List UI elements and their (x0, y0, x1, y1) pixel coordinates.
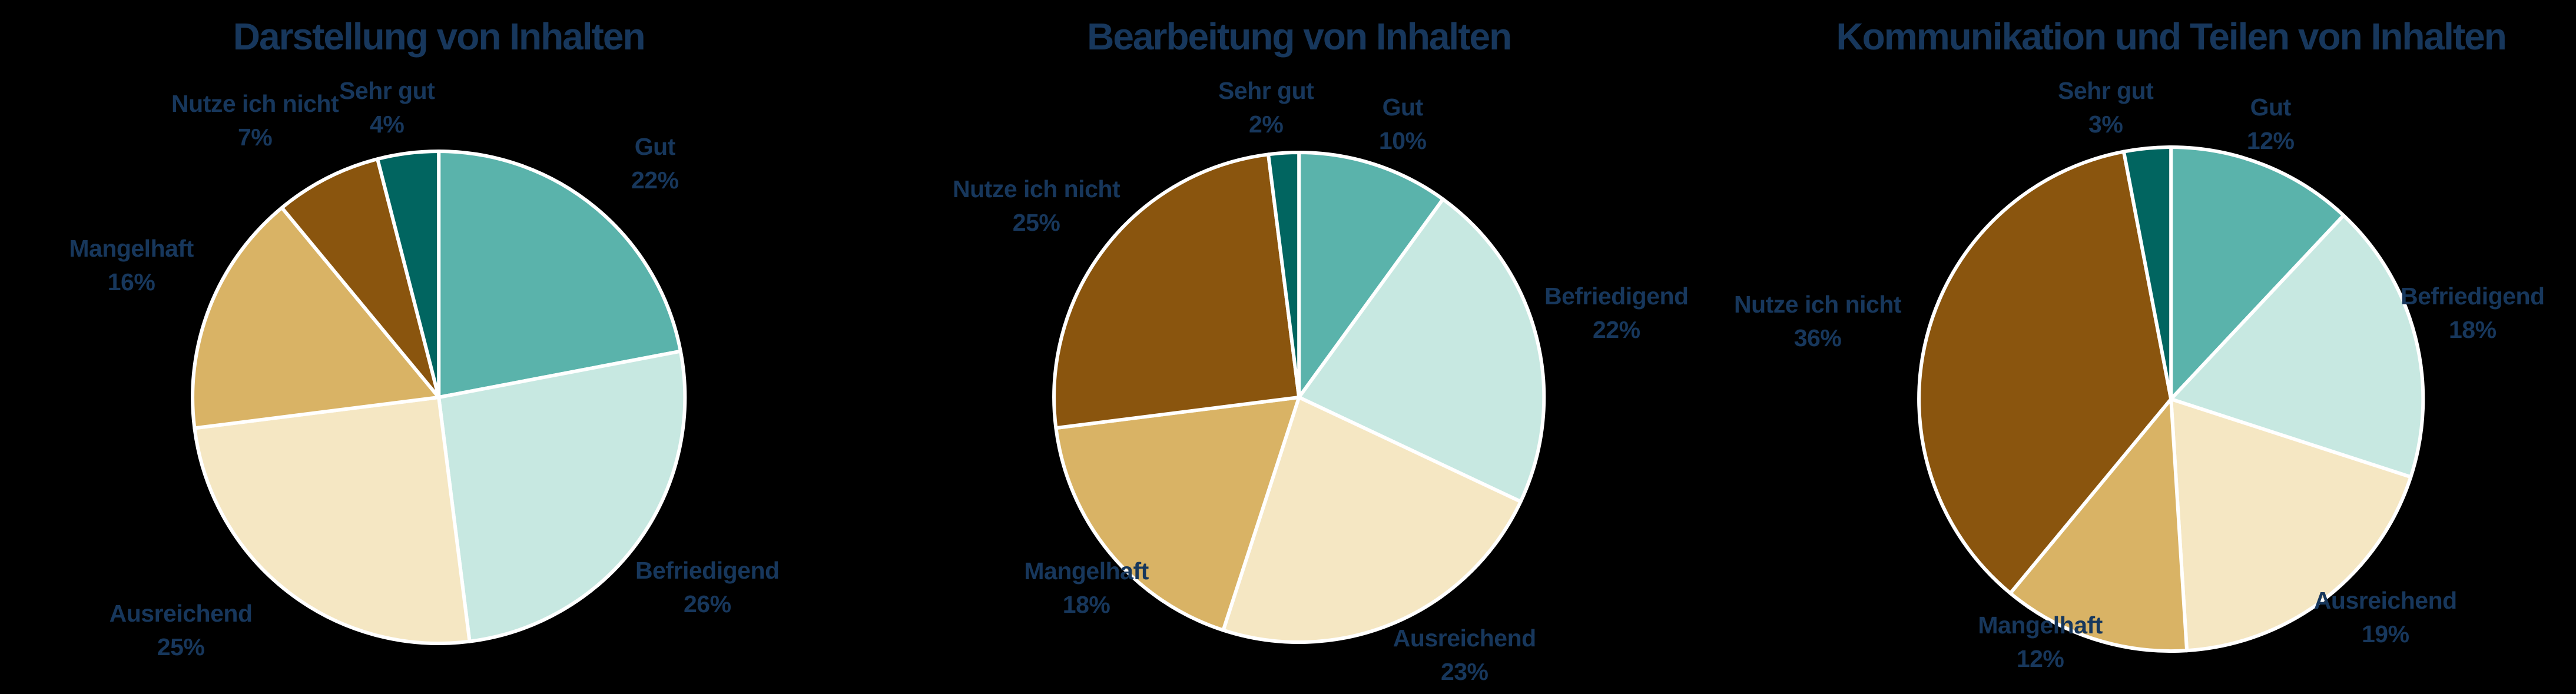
slice-label-nutze-ich-nicht: Nutze ich nicht (171, 90, 339, 117)
slice-label-sehr-gut: Sehr gut (1218, 77, 1314, 104)
pie-slice-ausreichend (193, 396, 472, 645)
slice-label-gut: Gut (635, 133, 676, 160)
slice-label-mangelhaft: Mangelhaft (1025, 557, 1149, 585)
slice-percent-gut: 12% (2247, 127, 2295, 154)
slice-percent-ausreichend: 23% (1441, 658, 1488, 685)
slice-percent-sehr-gut: 2% (1249, 111, 1283, 138)
slice-label-mangelhaft: Mangelhaft (1978, 612, 2103, 639)
slice-percent-befriedigend: 26% (684, 590, 731, 617)
pie-svg-bearbeitung: Bearbeitung von Inhalten Gut 10% Befriedig… (953, 15, 1689, 685)
slice-percent-mangelhaft: 12% (2016, 645, 2064, 672)
slice-percent-mangelhaft: 16% (108, 268, 155, 295)
chart-kommunikation-und-teilen: Kommunikation und Teilen von Inhalten Gu… (1718, 0, 2576, 694)
pie-darstellung: Gut 22% Befriedigend 26% Ausreichend 25% Mange… (69, 77, 780, 660)
slice-percent-befriedigend: 22% (1593, 316, 1640, 343)
pie-slice-sehr-gut (376, 149, 441, 399)
chart-title: Darstellung von Inhalten (233, 15, 645, 58)
slice-label-ausreichend: Ausreichend (2313, 587, 2456, 614)
pie-slice-gut (437, 150, 682, 399)
pie-slice-befriedigend (2169, 214, 2425, 479)
slice-percent-gut: 10% (1379, 127, 1427, 154)
pie-slice-sehr-gut (2121, 145, 2173, 401)
slice-label-sehr-gut: Sehr gut (339, 77, 435, 104)
slice-percent-befriedigend: 18% (2449, 316, 2497, 343)
pie-slice-ausreichend (1221, 396, 1523, 644)
slice-label-ausreichend: Ausreichend (1393, 625, 1536, 652)
slice-percent-nutze-ich-nicht: 36% (1793, 324, 1841, 351)
slice-label-befriedigend: Befriedigend (635, 557, 780, 584)
pie-slice-mangelhaft (2008, 397, 2189, 653)
pie-slice-nutze-ich-nicht (280, 157, 441, 399)
slice-percent-ausreichend: 25% (157, 633, 205, 660)
slice-label-nutze-ich-nicht: Nutze ich nicht (1734, 291, 1902, 318)
slice-label-sehr-gut: Sehr gut (2058, 77, 2154, 104)
slice-label-mangelhaft: Mangelhaft (69, 235, 194, 262)
pie-slice-nutze-ich-nicht (1917, 150, 2173, 595)
pie-slice-gut (2169, 145, 2345, 401)
pie-kommunikation: Gut 12% Befriedigend 18% Ausreichend 19% Mange… (1734, 77, 2545, 672)
pie-slice-ausreichend (2169, 397, 2413, 653)
slice-label-gut: Gut (1383, 94, 1424, 121)
slice-percent-mangelhaft: 18% (1063, 591, 1110, 618)
chart-bearbeitung-von-inhalten: Bearbeitung von Inhalten Gut 10% Befriedig… (858, 0, 1717, 694)
slice-percent-nutze-ich-nicht: 7% (238, 124, 272, 151)
slice-percent-sehr-gut: 3% (2088, 111, 2123, 138)
slice-label-befriedigend: Befriedigend (1544, 283, 1689, 310)
pie-slice-mangelhaft (1054, 396, 1301, 632)
slice-label-gut: Gut (2250, 94, 2291, 121)
slice-label-nutze-ich-nicht: Nutze ich nicht (953, 175, 1120, 202)
chart-darstellung-von-inhalten: Darstellung von Inhalten Gut 22% Befriedig… (0, 0, 858, 694)
pie-slice-gut (1297, 151, 1446, 399)
pie-slice-befriedigend (437, 349, 687, 643)
slice-percent-nutze-ich-nicht: 25% (1013, 209, 1060, 236)
chart-title: Bearbeitung von Inhalten (1087, 15, 1511, 58)
slice-percent-gut: 22% (631, 167, 679, 194)
slice-label-ausreichend: Ausreichend (110, 600, 253, 627)
pie-svg-darstellung: Darstellung von Inhalten Gut 22% Befriedig… (69, 15, 780, 660)
slice-percent-ausreichend: 19% (2362, 620, 2409, 647)
pie-slice-mangelhaft (191, 205, 441, 430)
pie-slice-sehr-gut (1267, 151, 1301, 399)
chart-title: Kommunikation und Teilen von Inhalten (1836, 15, 2505, 58)
pie-bearbeitung: Gut 10% Befriedigend 22% Ausreichend 23% Mange… (953, 77, 1689, 685)
pie-slice-nutze-ich-nicht (1052, 152, 1301, 430)
pie-svg-kommunikation: Kommunikation und Teilen von Inhalten Gu… (1734, 15, 2545, 672)
slice-label-befriedigend: Befriedigend (2401, 283, 2545, 310)
slice-percent-sehr-gut: 4% (370, 111, 404, 138)
